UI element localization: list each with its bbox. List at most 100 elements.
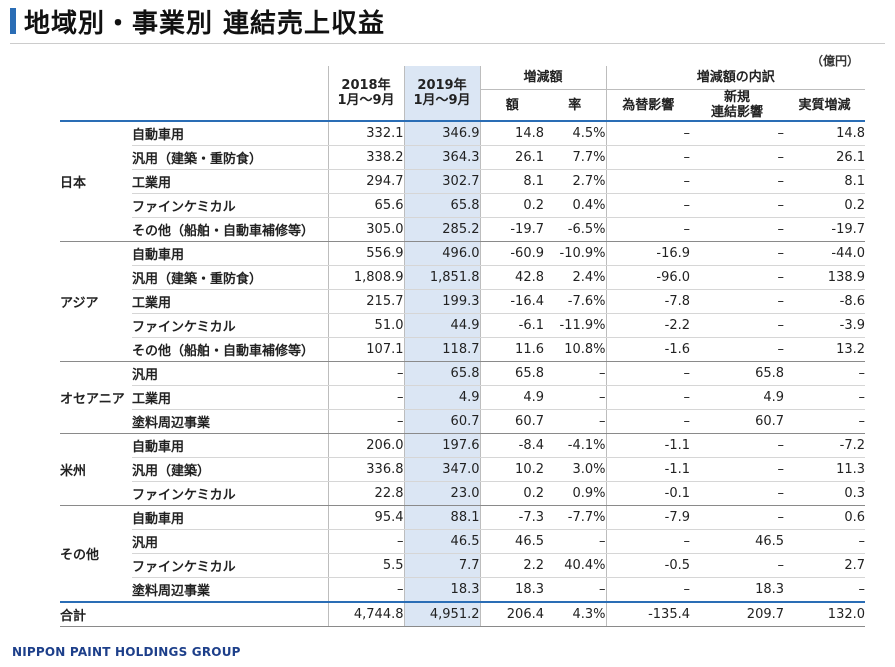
region-label: 米州: [60, 433, 132, 506]
real-change-cell: -3.9: [784, 313, 866, 338]
real-change-cell: –: [784, 409, 866, 434]
change-amount-cell: -16.4: [479, 289, 544, 314]
change-rate-cell: 0.4%: [544, 193, 607, 218]
change-amount-cell: 10.2: [479, 457, 544, 482]
total-real-change-cell: 132.0: [784, 601, 866, 627]
value-2018-cell: 22.8: [327, 481, 404, 506]
fx-impact-cell: -96.0: [605, 265, 691, 290]
header-change-amount: 額: [480, 89, 544, 122]
fx-impact-cell: -1.1: [605, 433, 691, 458]
new-consolidation-cell: –: [690, 121, 785, 146]
value-2019-cell: 46.5: [403, 529, 480, 554]
value-2018-cell: 1,808.9: [327, 265, 404, 290]
value-2019-cell: 199.3: [403, 289, 480, 314]
table-row: 工業用 –4.9 4.9– –4.9–: [60, 385, 866, 410]
change-amount-cell: 46.5: [479, 529, 544, 554]
value-2018-cell: 95.4: [327, 505, 404, 530]
change-rate-cell: -6.5%: [544, 217, 607, 242]
value-2018-cell: –: [327, 385, 404, 410]
category-label: 汎用（建築・重防食）: [132, 145, 328, 170]
total-label: 合計: [60, 601, 328, 627]
value-2019-cell: 346.9: [403, 121, 480, 146]
fx-impact-cell: –: [605, 409, 691, 434]
new-consolidation-cell: –: [690, 241, 785, 266]
change-rate-cell: –: [544, 529, 607, 554]
value-2019-cell: 364.3: [403, 145, 480, 170]
change-amount-cell: 42.8: [479, 265, 544, 290]
fx-impact-cell: –: [605, 385, 691, 410]
fx-impact-cell: -1.6: [605, 337, 691, 362]
change-rate-cell: –: [544, 361, 607, 386]
table-row: オセアニア 汎用 –65.8 65.8– –65.8–: [60, 361, 866, 434]
category-label: 自動車用: [132, 433, 328, 458]
total-value-2019-cell: 4,951.2: [403, 601, 480, 627]
total-row: 合計 4,744.8 4,951.2 206.4 4.3% -135.4 209.7 132.…: [60, 601, 866, 627]
change-rate-cell: 10.8%: [544, 337, 607, 362]
fx-impact-cell: -16.9: [605, 241, 691, 266]
table-row: 塗料周辺事業 –18.3 18.3– –18.3–: [60, 577, 866, 603]
real-change-cell: 8.1: [784, 169, 866, 194]
real-change-cell: -7.2: [784, 433, 866, 458]
new-consolidation-cell: –: [690, 289, 785, 314]
change-amount-cell: 11.6: [479, 337, 544, 362]
table-row: 塗料周辺事業 –60.7 60.7– –60.7–: [60, 409, 866, 434]
region-label: オセアニア: [60, 361, 132, 434]
real-change-cell: 0.6: [784, 505, 866, 530]
category-label: 自動車用: [132, 121, 328, 146]
category-label: 工業用: [132, 169, 328, 194]
change-rate-cell: 4.5%: [544, 121, 607, 146]
value-2018-cell: 65.6: [327, 193, 404, 218]
total-new-consolidation-cell: 209.7: [690, 601, 785, 627]
table-row: アジア 自動車用 556.9 496.0 -60.9 -10.9% -16.9– -44.0: [60, 241, 866, 362]
new-consolidation-cell: 46.5: [690, 529, 785, 554]
category-label: 塗料周辺事業: [132, 409, 328, 434]
change-rate-cell: -7.7%: [544, 505, 607, 530]
table-row: 汎用（建築・重防食） 338.2 364.3 26.1 7.7% – –26.1: [60, 145, 866, 170]
change-amount-cell: -7.3: [479, 505, 544, 530]
real-change-cell: 0.3: [784, 481, 866, 506]
fx-impact-cell: –: [605, 145, 691, 170]
total-change-rate-cell: 4.3%: [544, 601, 607, 627]
change-rate-cell: 7.7%: [544, 145, 607, 170]
change-rate-cell: 40.4%: [544, 553, 607, 578]
table-row: 日本 自動車用 332.1 346.9 14.8 4.5% – –14.8: [60, 121, 866, 242]
header-2018: 2018年 1月～9月: [327, 66, 404, 122]
change-amount-cell: -60.9: [479, 241, 544, 266]
value-2018-cell: –: [327, 361, 404, 386]
header-new-consolidation: 新規 連結影響: [690, 89, 785, 122]
value-2019-cell: 496.0: [403, 241, 480, 266]
value-2019-cell: 302.7: [403, 169, 480, 194]
value-2019-cell: 347.0: [403, 457, 480, 482]
header-real-change: 実質増減: [784, 89, 866, 122]
change-amount-cell: 18.3: [479, 577, 544, 603]
value-2018-cell: 5.5: [327, 553, 404, 578]
total-fx-impact-cell: -135.4: [605, 601, 691, 627]
header-row-sub: 額 率 為替影響 新規 連結影響 実質増減: [60, 89, 866, 122]
change-amount-cell: 0.2: [479, 481, 544, 506]
header-change-group: 増減額: [480, 66, 607, 90]
header-blank: [60, 66, 328, 90]
value-2019-cell: 7.7: [403, 553, 480, 578]
new-consolidation-cell: –: [690, 505, 785, 530]
category-label: ファインケミカル: [132, 553, 328, 578]
fx-impact-cell: –: [605, 529, 691, 554]
value-2018-cell: 336.8: [327, 457, 404, 482]
header-row-top: 2018年 1月～9月 2019年 1月～9月 増減額 増減額の内訳: [60, 66, 866, 122]
real-change-cell: -8.6: [784, 289, 866, 314]
fx-impact-cell: –: [605, 121, 691, 146]
region-label: 日本: [60, 121, 132, 242]
category-label: ファインケミカル: [132, 481, 328, 506]
header-2019: 2019年 1月～9月: [403, 66, 481, 122]
fx-impact-cell: –: [605, 577, 691, 603]
value-2018-cell: –: [327, 577, 404, 603]
region-label: アジア: [60, 241, 132, 362]
category-label: ファインケミカル: [132, 193, 328, 218]
value-2019-cell: 197.6: [403, 433, 480, 458]
table-body: 日本 自動車用 332.1 346.9 14.8 4.5% – –14.8 汎用（建築・重防食）…: [60, 121, 866, 627]
table-row: 工業用 294.7 302.7 8.1 2.7% – –8.1: [60, 169, 866, 194]
new-consolidation-cell: –: [690, 193, 785, 218]
change-rate-cell: –: [544, 409, 607, 434]
table-row: 汎用（建築） 336.8 347.0 10.2 3.0% -1.1–11.3: [60, 457, 866, 482]
value-2018-cell: 332.1: [327, 121, 404, 146]
real-change-cell: –: [784, 529, 866, 554]
